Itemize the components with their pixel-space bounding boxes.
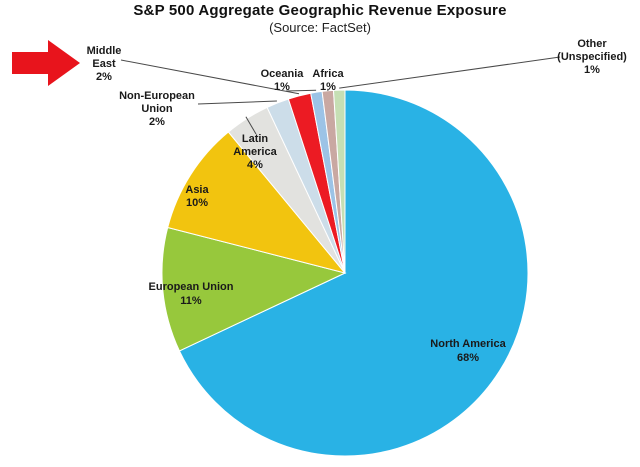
label-middle-east: Middle East 2%	[82, 45, 126, 84]
slice-label-text: Middle East	[86, 45, 122, 70]
slice-label-text: Africa	[312, 68, 344, 80]
label-oceania: Oceania 1%	[254, 68, 310, 94]
slice-label-text: Asia	[185, 184, 209, 196]
label-africa: Africa 1%	[306, 68, 350, 94]
slice-label-text: Oceania	[260, 68, 304, 80]
slice-pct-text: 4%	[247, 158, 263, 171]
label-european-union: European Union 11%	[142, 281, 240, 309]
slice-pct-text: 1%	[584, 63, 600, 76]
pie-slice-european-union	[161, 226, 347, 352]
pie-slice-north-america	[178, 89, 529, 457]
slice-pct-text: 1%	[274, 80, 290, 93]
label-north-america: North America 68%	[418, 338, 518, 366]
slice-label-text: European Union	[148, 281, 234, 293]
leader-line	[197, 100, 277, 105]
slice-label-text: North America	[430, 338, 506, 350]
slice-pct-text: 2%	[149, 115, 165, 128]
pie-slice-other-unspecified	[332, 89, 346, 274]
leader-line	[245, 116, 257, 135]
chart-subtitle: (Source: FactSet)	[269, 20, 371, 35]
slice-label-text: Other (Unspecified)	[557, 38, 627, 63]
leader-line	[120, 59, 300, 95]
slice-label-text: Latin America	[233, 133, 277, 158]
pie-slice-asia	[167, 131, 347, 274]
slice-pct-text: 68%	[456, 351, 480, 364]
chart-title: S&P 500 Aggregate Geographic Revenue Exp…	[133, 2, 507, 19]
slice-pct-text: 2%	[96, 70, 112, 83]
leader-line	[285, 89, 317, 92]
slice-label-text: Non-European Union	[119, 90, 195, 115]
label-non-european-union: Non-European Union 2%	[110, 90, 204, 129]
label-asia: Asia 10%	[172, 184, 222, 210]
slice-pct-text: 10%	[185, 196, 209, 209]
leader-line	[339, 56, 561, 89]
slice-pct-text: 11%	[180, 294, 202, 307]
slice-pct-text: 1%	[320, 80, 336, 93]
label-latin-america: Latin America 4%	[224, 133, 286, 172]
red-arrow-icon	[12, 40, 80, 86]
label-other-unspecified: Other (Unspecified) 1%	[550, 38, 634, 77]
